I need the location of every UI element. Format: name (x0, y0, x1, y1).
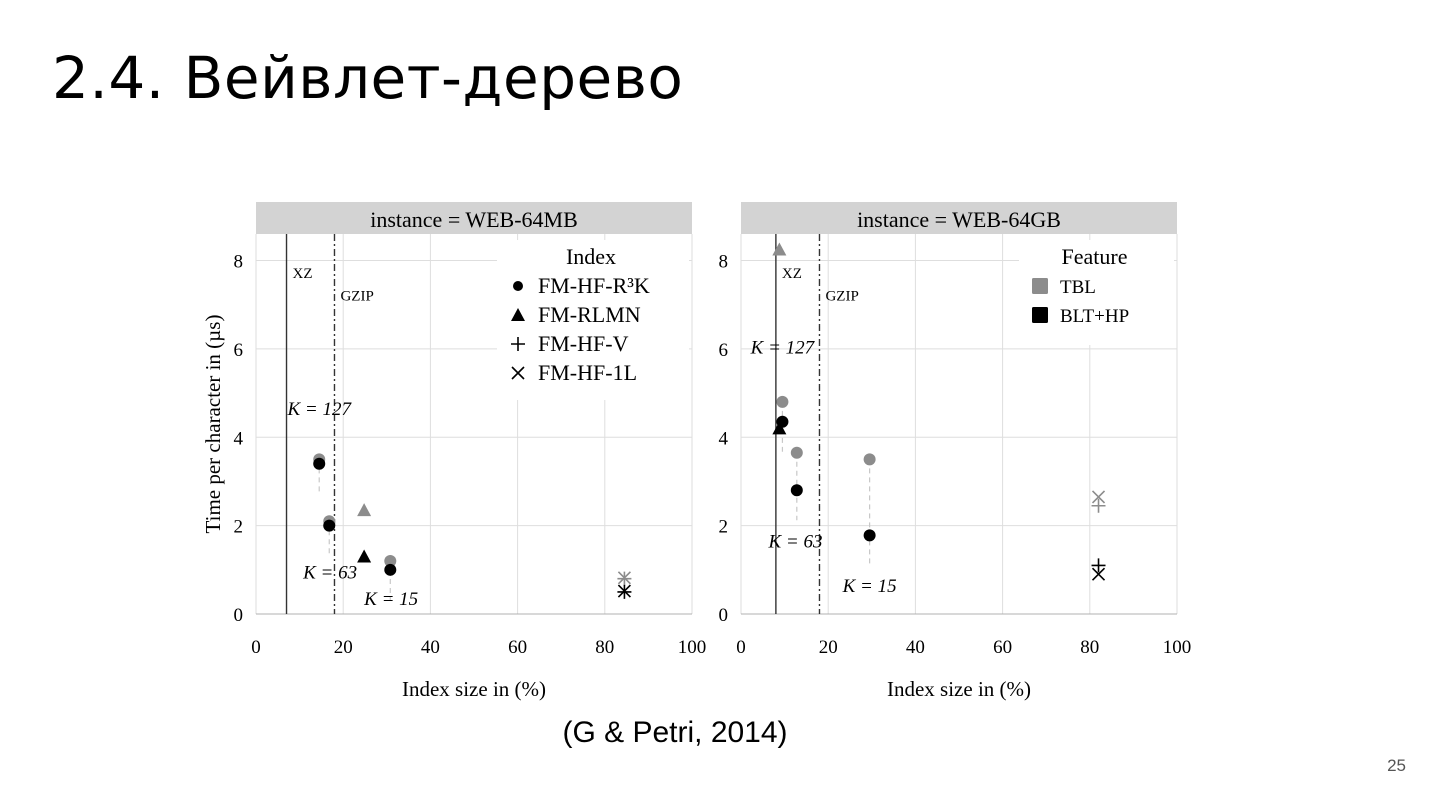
panel-2-vline-label-xz: XZ (782, 266, 802, 282)
panel-2-x-tick-label: 60 (993, 637, 1012, 658)
panel-2-point-circle (776, 395, 789, 408)
panel-1-point-circle (313, 457, 326, 470)
panel-2-k-annotation: K = 15 (842, 576, 897, 597)
panel-2-x-tick-label: 20 (819, 637, 838, 658)
panel-2-legend-title: Feature (1062, 244, 1128, 269)
panel-1-y-tick-label: 8 (234, 252, 244, 273)
panel-1-vline-label-xz: XZ (293, 266, 313, 282)
panel-2-y-tick-label: 8 (719, 252, 729, 273)
panel-1-legend-label: FM-RLMN (538, 302, 641, 327)
panel-1-point-circle (384, 563, 397, 576)
panel-1-y-tick-label: 2 (234, 517, 244, 538)
panel-1-point-circle (384, 554, 397, 567)
panel-1-y-tick-label: 6 (234, 340, 244, 361)
slide-title: 2.4. Вейвлет-дерево (52, 44, 684, 112)
panel-1-x-tick-label: 80 (595, 637, 614, 658)
panel-2-point-plus (1091, 558, 1106, 573)
panel-2-strip (741, 202, 1177, 234)
panel-1-point-circle (323, 519, 336, 532)
panel-1-legend-title: Index (566, 244, 616, 269)
panel-1-x-tick-label: 100 (678, 637, 707, 658)
panel-2-y-tick-label: 2 (719, 517, 729, 538)
panel-2-point-circle (790, 484, 803, 497)
panel-2-x-tick-label: 40 (906, 637, 925, 658)
panel-2-point-cross (1091, 567, 1106, 581)
panel-1-point-triangle (357, 549, 372, 563)
slide-number: 25 (1387, 756, 1406, 775)
panel-1-strip (256, 202, 692, 234)
panel-2-strip-title: instance = WEB-64GB (857, 207, 1061, 232)
panel-2-x-axis-label: Index size in (%) (887, 677, 1031, 701)
panel-1-point-cross (617, 584, 631, 598)
panel-2-point-triangle (772, 421, 787, 435)
panel-1-y-tick-label: 4 (234, 428, 244, 449)
panel-1-y-axis-label: Time per character in (µs) (201, 315, 225, 534)
panel-1-x-tick-label: 40 (421, 637, 440, 658)
panel-1-k-annotation: K = 63 (302, 563, 357, 584)
panel-2-point-circle (790, 446, 803, 459)
panel-2-point-cross (1091, 490, 1106, 504)
panel-1-legend-label: FM-HF-1L (538, 360, 637, 385)
panel-1-legend-label: FM-HF-R³K (538, 273, 650, 298)
panel-2-legend-label: TBL (1060, 277, 1096, 298)
panel-1-x-tick-label: 20 (334, 637, 353, 658)
panel-1-legend-marker-plus (511, 337, 525, 351)
panel-2-x-tick-label: 0 (736, 637, 746, 658)
panel-1-vline-label-gzip: GZIP (340, 288, 373, 304)
panel-2-y-tick-label: 4 (719, 428, 729, 449)
panel-2-legend-label: BLT+HP (1060, 306, 1129, 327)
panel-2-legend-marker-square (1032, 278, 1048, 294)
panel-2-point-circle (863, 529, 876, 542)
panel-2-point-triangle (772, 242, 787, 256)
panel-1-x-tick-label: 0 (251, 637, 261, 658)
panel-1-legend-marker-circle (513, 281, 523, 291)
panel-1-x-axis-label: Index size in (%) (402, 677, 546, 701)
panel-2-x-tick-label: 80 (1080, 637, 1099, 658)
panel-2-k-annotation: K = 63 (768, 532, 823, 553)
panel-1-legend-marker-triangle (511, 308, 525, 321)
panel-2-point-plus (1091, 498, 1106, 513)
panel-2-y-tick-label: 0 (719, 605, 729, 626)
panel-1-legend-marker-cross (511, 366, 525, 380)
panel-1-point-triangle (357, 503, 372, 517)
panel-1-strip-title: instance = WEB-64MB (370, 207, 578, 232)
panel-1-legend-label: FM-HF-V (538, 331, 629, 356)
panel-1-point-cross (617, 571, 631, 585)
panel-2-vline-label-gzip: GZIP (825, 288, 858, 304)
panel-1-k-annotation: K = 15 (363, 589, 418, 610)
panel-1-k-annotation: K = 127 (286, 399, 352, 420)
panel-2-point-circle (863, 453, 876, 466)
citation: (G & Petri, 2014) (562, 716, 788, 749)
panel-1-legend-box (497, 240, 689, 400)
panel-1-y-tick-label: 0 (234, 605, 244, 626)
panel-2-legend-marker-square (1032, 307, 1048, 323)
panel-1-x-tick-label: 60 (508, 637, 527, 658)
panel-2-y-tick-label: 6 (719, 340, 729, 361)
panel-2-x-tick-label: 100 (1163, 637, 1192, 658)
panel-2-k-annotation: K = 127 (750, 337, 816, 358)
